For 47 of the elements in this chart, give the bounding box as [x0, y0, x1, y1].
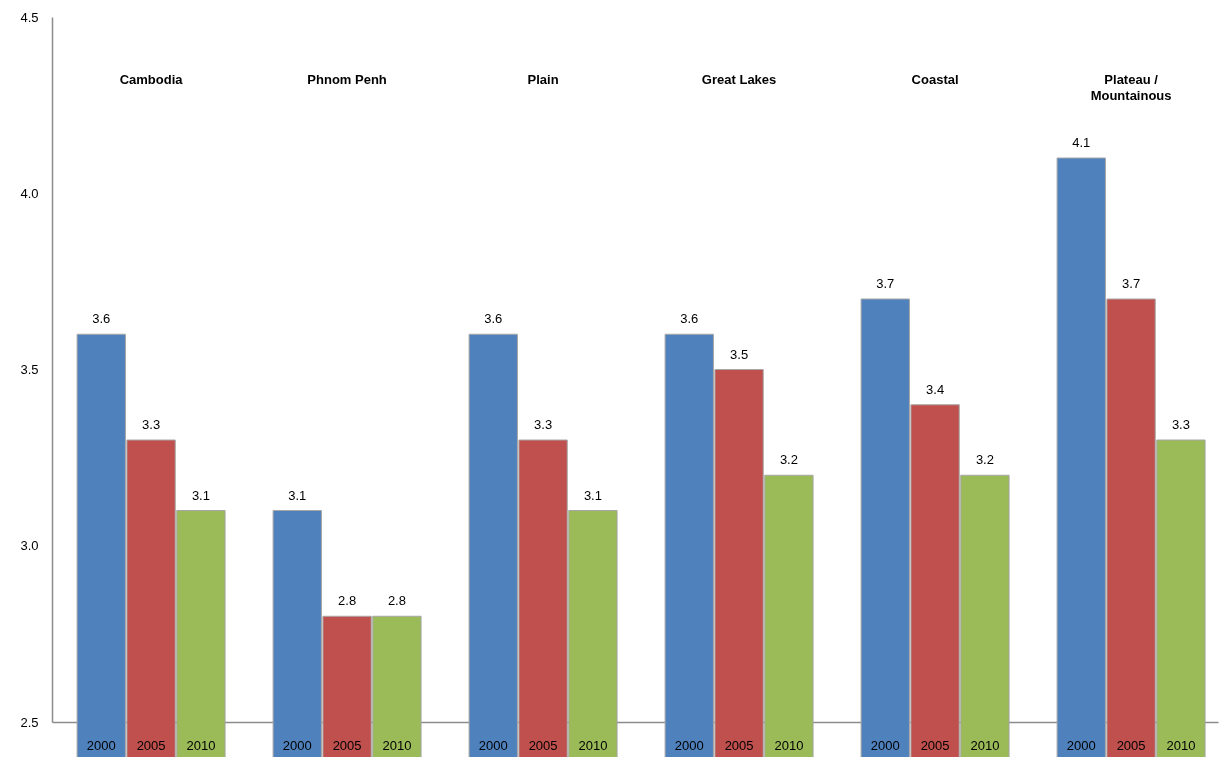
y-tick-label: 3.0 — [20, 538, 39, 554]
text: 2000 — [282, 738, 312, 753]
text: 2010 — [578, 738, 608, 753]
text: 2010 — [1166, 738, 1196, 753]
text: 2005 — [136, 738, 166, 753]
y-tick-label: 4.5 — [20, 9, 39, 25]
text: 2000 — [674, 738, 704, 753]
data-label: 3.3 — [142, 417, 161, 432]
series-label: 2000 — [478, 738, 508, 753]
y-tick-label: 2.5 — [20, 714, 39, 730]
series-label: 2005 — [1116, 738, 1146, 753]
x-tick-label: Plain — [527, 72, 559, 87]
data-label: 2.8 — [338, 593, 357, 609]
x-tick-label: Cambodia — [119, 72, 184, 87]
data-label: 3.2 — [779, 452, 798, 468]
data-label: 3.7 — [1122, 276, 1141, 291]
data-label: 3.2 — [975, 452, 994, 468]
data-label: 3.1 — [191, 487, 210, 503]
text: 2010 — [382, 738, 412, 753]
text: 2000 — [1066, 738, 1096, 753]
data-label: 3.6 — [92, 311, 111, 327]
text: 2010 — [970, 738, 1000, 753]
text: 2000 — [870, 738, 900, 753]
data-label: 3.5 — [730, 346, 749, 362]
data-label: 2.8 — [387, 593, 406, 609]
data-label: 3.7 — [876, 276, 895, 291]
x-tick-label: Coastal — [911, 72, 959, 87]
data-label: 3.3 — [1171, 417, 1190, 432]
y-tick-label: 4.0 — [20, 185, 39, 201]
series-label: 2010 — [186, 738, 216, 753]
text: 2005 — [332, 738, 362, 753]
data-label: 3.3 — [534, 417, 553, 432]
text: 2005 — [724, 738, 754, 753]
data-label: 4.1 — [1072, 135, 1091, 150]
data-label: 3.4 — [926, 381, 945, 397]
y-tick-label: 3.5 — [20, 362, 39, 377]
text: 2005 — [528, 738, 558, 753]
x-tick-label: Great Lakes — [701, 72, 777, 87]
x-tick-label: Plateau / Mountainous — [1090, 72, 1172, 103]
data-label: 3.1 — [583, 487, 602, 503]
data-label: 3.6 — [680, 311, 699, 327]
data-label: 3.1 — [288, 487, 307, 503]
text: 2010 — [774, 738, 804, 753]
x-tick-label: Phnom Penh — [307, 72, 387, 87]
text: 2000 — [86, 738, 116, 753]
data-label: 3.6 — [484, 311, 503, 327]
text: 2005 — [920, 738, 950, 753]
